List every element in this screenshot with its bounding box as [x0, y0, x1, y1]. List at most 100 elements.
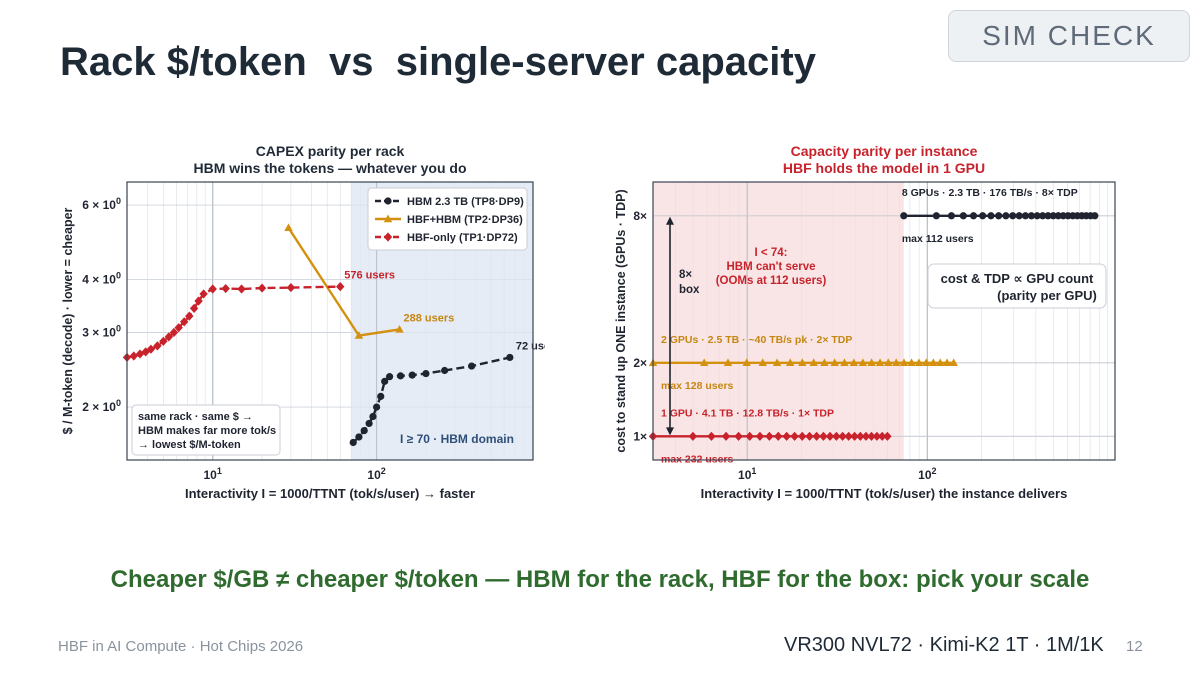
- data-point: [914, 358, 924, 367]
- data-point: [936, 358, 945, 367]
- data-point: [185, 311, 194, 321]
- legend-entry: HBF-only (TP1·DP72): [407, 232, 518, 244]
- arrow-head-down: [666, 427, 674, 436]
- data-point: [372, 403, 381, 411]
- annotation-box: [131, 404, 281, 456]
- data-point: [1015, 212, 1023, 220]
- data-point: [506, 353, 514, 362]
- data-point: [129, 351, 138, 361]
- data-point: [942, 358, 952, 367]
- data-point: [199, 289, 208, 299]
- y-tick-label: 1×: [633, 429, 647, 443]
- data-point: [755, 431, 765, 441]
- data-point: [899, 358, 909, 367]
- data-point: [969, 212, 978, 220]
- hbm-domain-label: I ≥ 70 · HBM domain: [400, 432, 514, 446]
- data-point: [987, 212, 995, 220]
- data-point: [850, 431, 859, 441]
- x-tick-label: 102: [918, 466, 936, 482]
- region-annotation: HBM can't serve: [726, 261, 815, 273]
- data-point: [221, 283, 230, 294]
- data-point: [1002, 212, 1010, 220]
- hbm-oom-region: [653, 182, 904, 460]
- data-point: [194, 296, 203, 306]
- arrow-head-up: [666, 216, 674, 225]
- data-point: [159, 336, 168, 346]
- y-axis-label: cost to stand up ONE instance (GPUs · TD…: [614, 189, 628, 452]
- data-point: [179, 317, 189, 327]
- data-point: [758, 358, 767, 367]
- data-point: [1044, 212, 1052, 220]
- annotation-line: same rack · same $ →: [138, 411, 253, 423]
- y-tick-label: 2 × 100: [82, 398, 121, 414]
- takeaway-text: Cheaper $/GB ≠ cheaper $/token — HBM for…: [110, 566, 1090, 593]
- x-axis-label: Interactivity I = 1000/TTNT (tok/s/user)…: [701, 486, 1068, 501]
- footer-source: HBF in AI Compute · Hot Chips 2026: [58, 638, 304, 655]
- data-point: [832, 431, 841, 441]
- footer-config: VR300 NVL72 · Kimi-K2 1T · 1M/1K: [784, 634, 1104, 656]
- data-point: [900, 212, 908, 220]
- data-point: [932, 212, 940, 220]
- annotation-line: → lowest $/M-token: [138, 439, 241, 451]
- data-point: [377, 392, 385, 400]
- page-title: Rack $/token vs single-server capacity: [60, 40, 816, 84]
- data-point: [237, 284, 246, 294]
- legend-entry: HBF+HBM (TP2·DP36): [407, 214, 523, 226]
- data-point: [798, 358, 807, 367]
- data-point: [798, 431, 807, 441]
- data-point: [820, 358, 829, 367]
- series-note: max 232 users: [661, 453, 734, 465]
- data-point: [1009, 212, 1017, 220]
- data-point: [922, 358, 931, 367]
- chart-subtitle: HBM wins the tokens — whatever you do: [193, 160, 466, 176]
- data-point: [365, 419, 373, 428]
- data-point: [907, 358, 916, 367]
- cost-box: [927, 263, 1107, 309]
- data-point: [385, 373, 394, 381]
- data-point: [867, 358, 876, 367]
- data-point: [858, 358, 868, 367]
- region-annotation: I < 74:: [755, 247, 788, 259]
- legend-marker: [384, 197, 392, 205]
- data-point: [809, 358, 818, 367]
- x-axis-label: Interactivity I = 1000/TTNT (tok/s/user)…: [185, 486, 475, 501]
- chart-subtitle: HBF holds the model in 1 GPU: [783, 160, 985, 176]
- series-line-3: [126, 285, 341, 359]
- data-point: [892, 358, 901, 367]
- legend-marker: [383, 214, 393, 223]
- x-tick-label: 101: [738, 466, 756, 482]
- data-point: [381, 377, 389, 385]
- data-point: [772, 358, 782, 367]
- data-point: [1021, 212, 1030, 220]
- page-number: 12: [1126, 638, 1143, 655]
- chart-title: CAPEX parity per rack: [256, 143, 405, 159]
- cost-box-line: (parity per GPU): [997, 288, 1097, 303]
- series-end-label: 576 users: [344, 270, 395, 282]
- data-point: [1033, 212, 1041, 220]
- y-tick-label: 4 × 100: [82, 271, 121, 287]
- series-label: 2 GPUs · 2.5 TB · ~40 TB/s pk · 2× TDP: [661, 334, 852, 346]
- data-point: [699, 358, 709, 367]
- arrow-label: box: [679, 284, 700, 296]
- data-point: [468, 362, 476, 370]
- data-point: [840, 358, 849, 367]
- chart-capacity-parity: 8 GPUs · 2.3 TB · 176 TB/s · 8× TDP max 1…: [614, 143, 1116, 501]
- data-point: [153, 341, 162, 351]
- data-point: [785, 358, 795, 367]
- series-end-label: 288 users: [404, 312, 455, 324]
- data-point: [830, 358, 839, 367]
- data-point: [208, 284, 217, 294]
- data-point: [396, 372, 405, 380]
- y-tick-label: 6 × 100: [82, 196, 121, 212]
- x-tick-label: 101: [204, 466, 222, 482]
- data-point: [995, 212, 1003, 220]
- data-point: [422, 369, 430, 378]
- legend-marker: [383, 232, 393, 242]
- data-point: [369, 412, 377, 421]
- y-tick-label: 8×: [633, 209, 647, 223]
- data-point: [395, 324, 404, 333]
- data-point: [284, 223, 293, 232]
- data-point: [174, 323, 183, 333]
- series-label: 1 GPU · 4.1 TB · 12.8 TB/s · 1× TDP: [661, 407, 834, 419]
- y-axis-label: $ / M-token (decode) · lower = cheaper: [61, 207, 75, 434]
